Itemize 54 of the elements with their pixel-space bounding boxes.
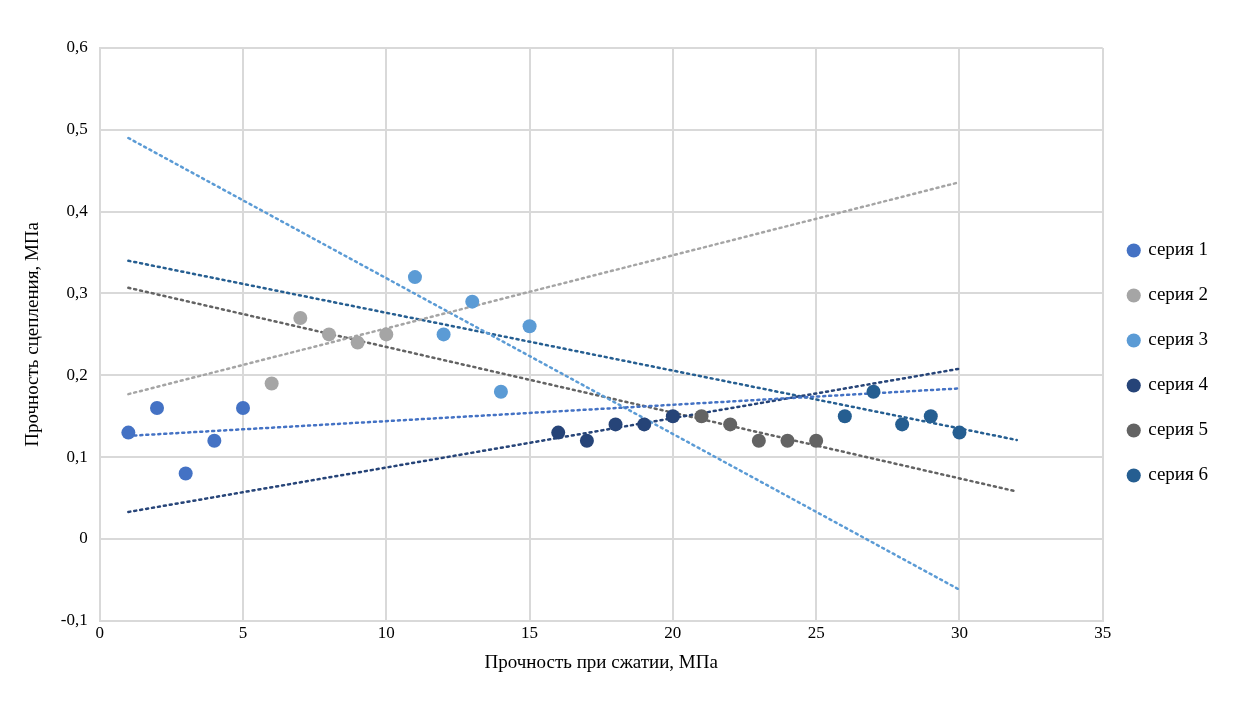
point: [236, 401, 250, 416]
x-tick-label: 10: [377, 623, 395, 643]
point: [436, 327, 451, 342]
legend-label: серия 2: [1148, 283, 1209, 305]
legend-label: серия 5: [1148, 418, 1209, 440]
point: [665, 409, 680, 424]
point: [923, 409, 938, 424]
point: [694, 409, 709, 424]
legend-label: серия 6: [1148, 463, 1209, 485]
x-tick-label: 20: [664, 623, 682, 643]
point: [608, 417, 623, 432]
x-tick-label: 30: [950, 623, 968, 643]
point: [866, 384, 881, 399]
point: [321, 327, 336, 342]
y-tick-label: 0,4: [66, 201, 89, 221]
point: [837, 409, 852, 424]
point: [493, 384, 508, 399]
point: [780, 433, 795, 448]
point: [723, 417, 738, 432]
point: [178, 466, 193, 481]
point: [809, 433, 824, 448]
y-tick-label: -0,1: [60, 610, 88, 630]
point: [952, 425, 967, 440]
y-tick-label: 0,5: [66, 119, 88, 139]
point: [350, 335, 365, 350]
x-tick-label: 15: [521, 623, 539, 643]
legend-label: серия 4: [1148, 373, 1209, 395]
legend-label: серия 3: [1148, 328, 1209, 350]
x-tick-label: 25: [807, 623, 825, 643]
y-tick-label: 0,1: [66, 446, 88, 466]
point: [293, 311, 308, 326]
x-tick-label: 35: [1094, 623, 1112, 643]
point: [637, 417, 652, 432]
y-tick-label: 0,6: [66, 37, 88, 57]
y-tick-label: 0,3: [66, 282, 88, 302]
point: [150, 401, 165, 416]
x-tick-label: 5: [238, 623, 248, 643]
point: [379, 327, 394, 342]
point: [751, 433, 766, 448]
point: [407, 270, 422, 285]
point: [895, 417, 910, 432]
point: [264, 376, 279, 391]
y-tick-label: 0: [79, 528, 88, 548]
legend-label: серия 1: [1148, 238, 1209, 260]
x-tick-label: 0: [95, 623, 104, 643]
point: [522, 319, 537, 334]
point: [121, 425, 136, 440]
point: [207, 433, 222, 448]
y-axis-title: Прочность сцепления, МПа: [21, 221, 43, 447]
point: [465, 294, 480, 309]
x-axis-title: Прочность при сжатии, МПа: [484, 650, 719, 672]
point: [579, 433, 594, 448]
point: [551, 425, 566, 440]
y-tick-label: 0,2: [66, 364, 88, 384]
